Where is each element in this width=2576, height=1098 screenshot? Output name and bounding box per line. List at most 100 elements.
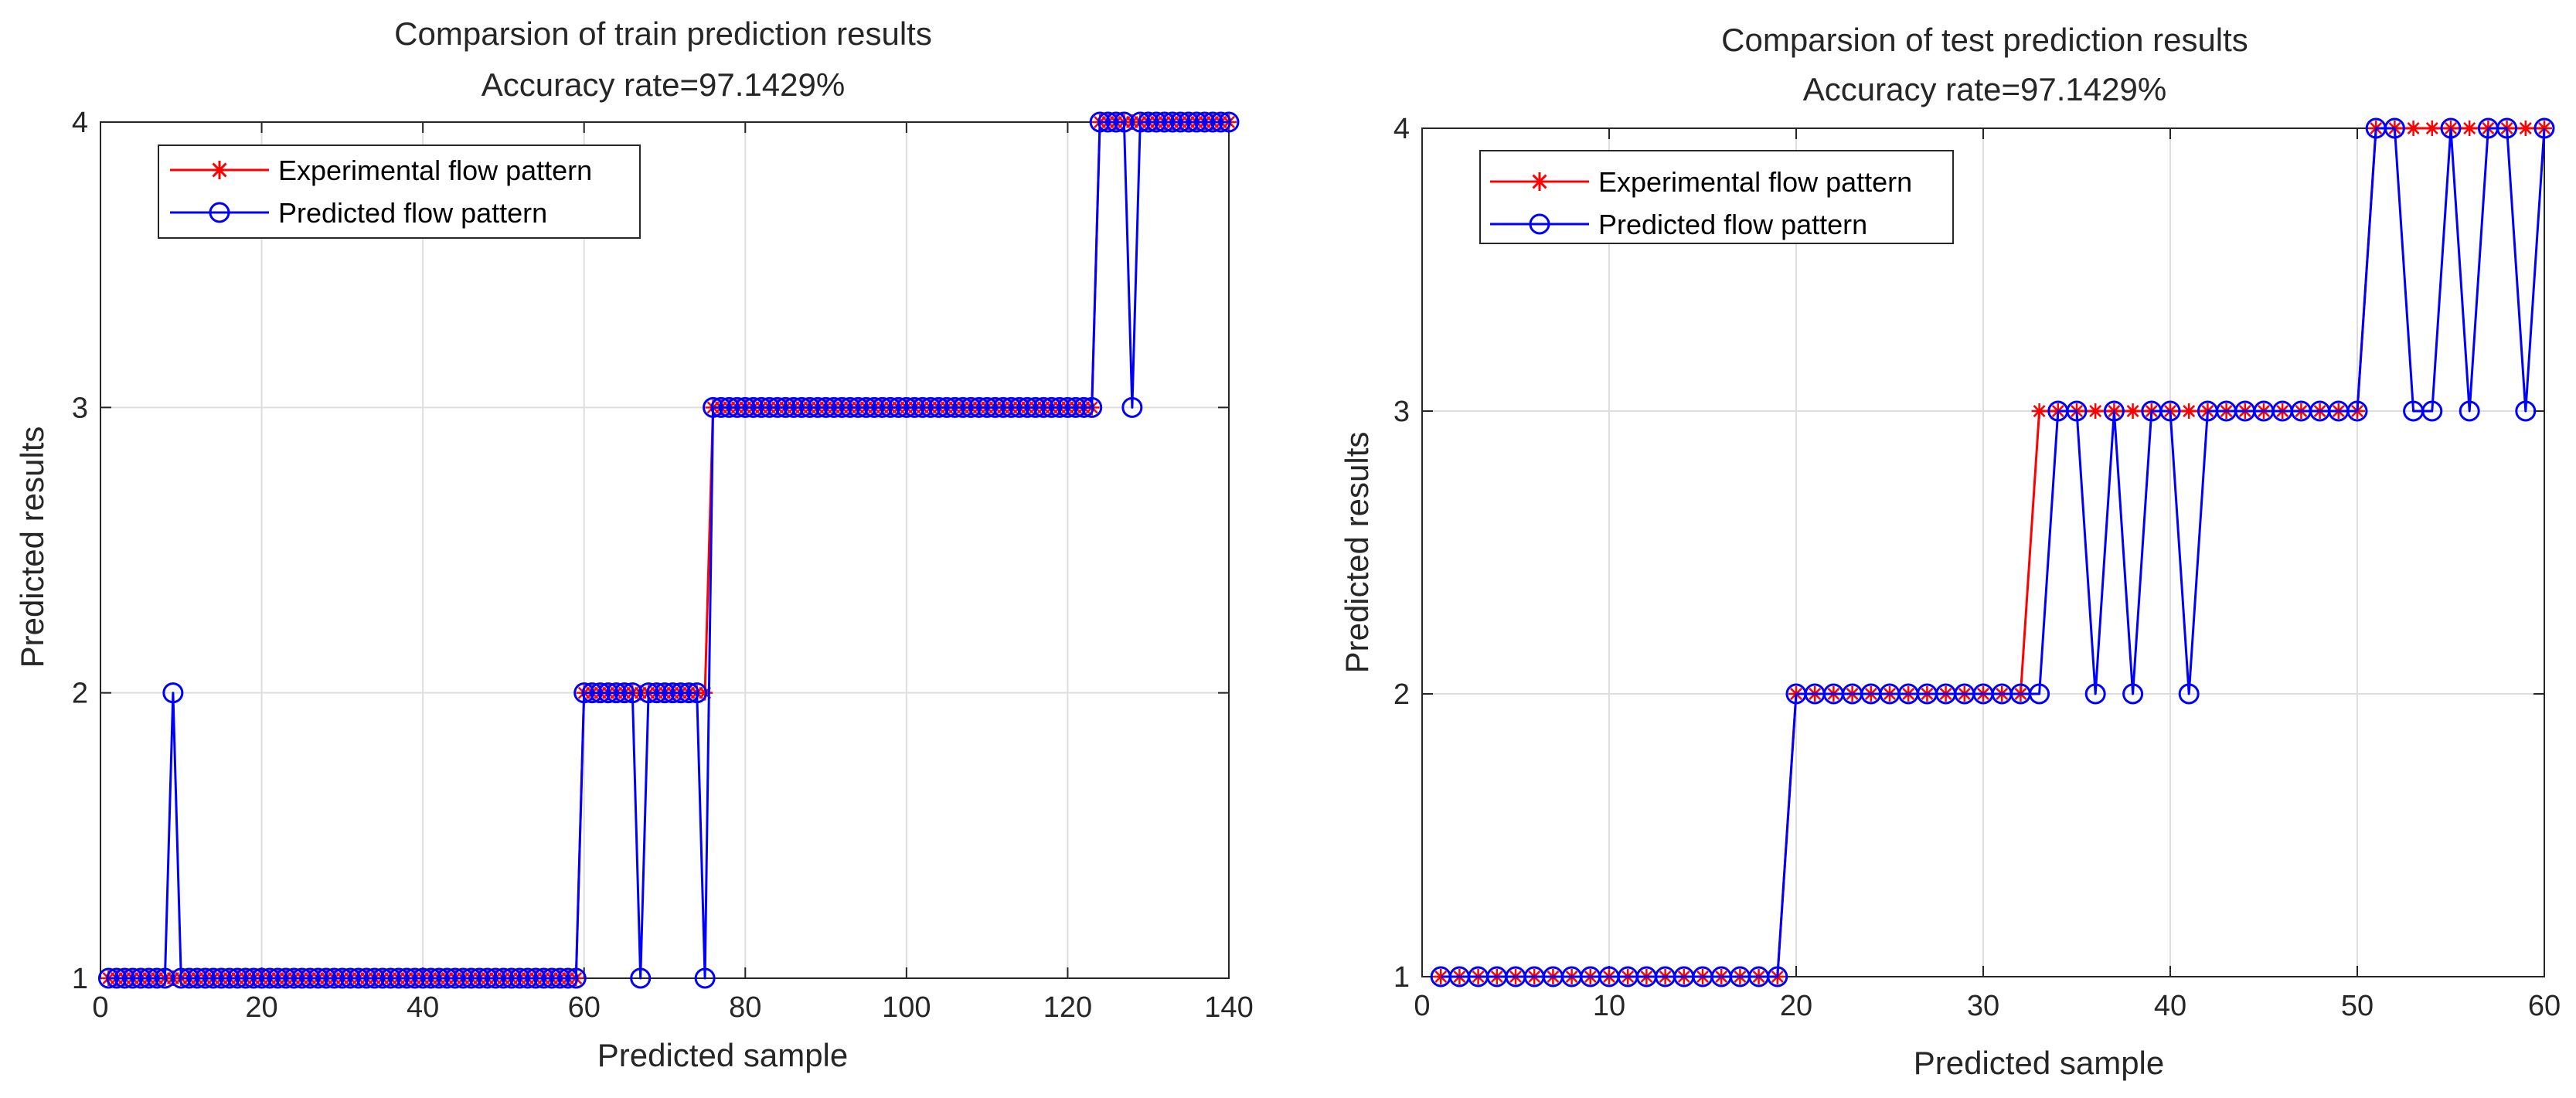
series-layer — [1430, 117, 2555, 988]
predicted-data-point — [1113, 111, 1135, 133]
predicted-data-point — [315, 967, 337, 989]
legend-label-experimental: Experimental flow pattern — [1598, 166, 1912, 198]
predicted-data-point — [992, 396, 1014, 418]
predicted-data-point — [831, 396, 852, 418]
predicted-data-point — [887, 396, 909, 418]
predicted-data-point — [880, 396, 901, 418]
chart-title: Comparsion of train prediction results — [394, 15, 932, 52]
predicted-data-point — [332, 967, 353, 989]
predicted-data-point — [2346, 400, 2368, 422]
predicted-data-point — [291, 967, 313, 989]
predicted-data-point — [106, 967, 128, 989]
predicted-data-point — [308, 967, 329, 989]
predicted-data-point — [259, 967, 281, 989]
predicted-data-point — [1073, 396, 1094, 418]
predicted-data-point — [420, 967, 442, 989]
predicted-data-point — [283, 967, 305, 989]
predicted-data-point — [2533, 117, 2555, 139]
legend-label-predicted: Predicted flow pattern — [1598, 209, 1867, 240]
predicted-data-point — [670, 682, 692, 704]
predicted-data-point — [1154, 111, 1176, 133]
legend: Experimental flow pattern Predicted flow… — [1479, 150, 1954, 244]
predicted-data-point — [638, 682, 659, 704]
predicted-data-point — [154, 967, 175, 989]
test-chart-panel: Comparsion of test prediction results Ac… — [1339, 22, 2561, 1081]
x-tick-label: 60 — [2528, 990, 2561, 1022]
predicted-data-point — [492, 967, 514, 989]
predicted-data-point — [1089, 111, 1111, 133]
x-tick-label: 60 — [568, 991, 601, 1024]
predicted-data-point — [2421, 400, 2443, 422]
x-tick-label: 40 — [2154, 990, 2186, 1022]
predicted-data-point — [847, 396, 869, 418]
predicted-data-point — [251, 967, 273, 989]
predicted-data-point — [565, 967, 587, 989]
predicted-data-point — [243, 967, 264, 989]
predicted-data-point — [162, 682, 184, 704]
predicted-data-point — [202, 967, 224, 989]
predicted-data-point — [339, 967, 361, 989]
predicted-data-point — [1178, 111, 1200, 133]
predicted-data-point — [138, 967, 160, 989]
predicted-data-point — [356, 967, 377, 989]
predicted-data-point — [179, 967, 200, 989]
predicted-data-point — [1041, 396, 1063, 418]
predicted-data-point — [1049, 396, 1070, 418]
y-tick-label: 1 — [1393, 961, 1410, 994]
predicted-data-point — [541, 967, 563, 989]
experimental-data-point — [2181, 403, 2197, 419]
experimental-data-point — [697, 685, 713, 701]
predicted-data-point — [694, 967, 716, 989]
predicted-data-point — [774, 396, 796, 418]
x-tick-label: 120 — [1043, 991, 1092, 1024]
experimental-data-point — [2462, 121, 2478, 136]
legend-circle-marker — [209, 202, 230, 223]
predicted-data-point — [646, 682, 668, 704]
x-tick-label: 0 — [1414, 990, 1430, 1022]
predicted-data-point — [1767, 966, 1788, 988]
x-tick-label: 10 — [1593, 990, 1625, 1022]
predicted-data-point — [1202, 111, 1223, 133]
x-tick-label: 20 — [1780, 990, 1812, 1022]
predicted-data-point — [605, 682, 627, 704]
predicted-data-point — [621, 682, 643, 704]
predicted-data-point — [815, 396, 837, 418]
predicted-data-point — [379, 967, 401, 989]
predicted-data-point — [372, 967, 393, 989]
predicted-data-point — [1210, 111, 1232, 133]
predicted-data-point — [219, 967, 240, 989]
predicted-data-point — [2159, 400, 2181, 422]
predicted-data-point — [1138, 111, 1159, 133]
y-axis-ticks: 1 2 3 4 — [1393, 113, 2544, 994]
predicted-data-point — [928, 396, 950, 418]
predicted-data-point — [2103, 400, 2125, 422]
predicted-data-point — [936, 396, 958, 418]
predicted-data-point — [444, 967, 466, 989]
y-tick-label: 4 — [72, 107, 88, 139]
legend-box — [1479, 150, 1954, 244]
experimental-data-point — [2125, 403, 2141, 419]
predicted-data-point — [412, 967, 434, 989]
x-tick-label: 50 — [2341, 990, 2374, 1022]
y-axis-label: Predicted results — [14, 427, 50, 668]
chart-title: Comparsion of test prediction results — [1721, 22, 2248, 58]
predicted-data-point — [614, 682, 635, 704]
predicted-data-point — [1218, 111, 1240, 133]
predicted-data-point — [597, 682, 619, 704]
legend-circle-marker — [1529, 213, 1550, 235]
predicted-data-point — [1016, 396, 1038, 418]
predicted-data-point — [630, 967, 652, 989]
predicted-data-point — [348, 967, 369, 989]
predicted-data-point — [452, 967, 474, 989]
x-tick-label: 20 — [245, 991, 277, 1024]
predicted-data-point — [1105, 111, 1127, 133]
predicted-data-point — [727, 396, 748, 418]
predicted-data-point — [2122, 683, 2144, 705]
train-chart-panel: Comparsion of train prediction results A… — [14, 15, 1254, 1073]
predicted-data-point — [1169, 111, 1191, 133]
predicted-data-point — [388, 967, 410, 989]
legend-label-predicted: Predicted flow pattern — [278, 197, 547, 229]
predicted-data-point — [1186, 111, 1207, 133]
y-tick-label: 2 — [72, 678, 88, 710]
plot-frame — [100, 121, 1230, 979]
